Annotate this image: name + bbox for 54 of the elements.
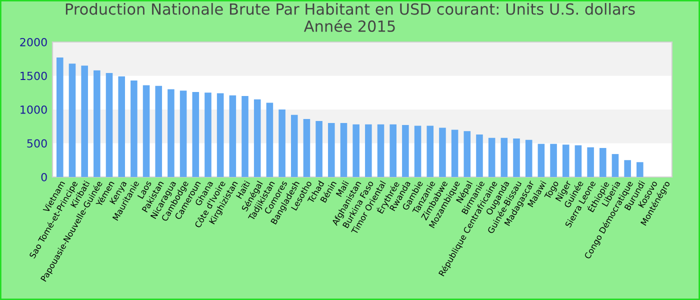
- bar: [303, 118, 310, 177]
- bar: [56, 58, 64, 177]
- bar: [266, 102, 274, 177]
- bar: [278, 110, 286, 177]
- bar: [402, 125, 409, 177]
- bar: [500, 138, 508, 177]
- y-tick-label: 2000: [20, 38, 47, 46]
- bar: [451, 130, 458, 177]
- bar: [352, 124, 360, 177]
- y-tick-label: 1500: [20, 72, 47, 80]
- bar: [636, 162, 644, 177]
- bar: [142, 85, 150, 177]
- bar: [328, 123, 335, 177]
- bar: [562, 144, 570, 177]
- bar: [464, 131, 471, 177]
- bar: [192, 92, 200, 177]
- y-tick-label: 0: [41, 172, 47, 182]
- bar: [68, 64, 76, 177]
- bar: [204, 92, 212, 177]
- bar: [180, 90, 187, 177]
- bar: [488, 138, 496, 177]
- bar: [254, 99, 261, 177]
- bar: [624, 160, 631, 177]
- bar: [365, 124, 372, 177]
- bar: [574, 145, 582, 177]
- bar: [340, 123, 348, 177]
- bar: [439, 128, 446, 177]
- y-tick-label: 500: [27, 139, 47, 148]
- bar: [538, 144, 545, 177]
- bar: [168, 89, 174, 177]
- bar: [94, 70, 100, 177]
- bar: [229, 95, 236, 177]
- chart-title: Production Nationale Brute Par Habitant en USD courant: Units U.S. dollars Année 2015: [66, 3, 635, 32]
- bar: [587, 147, 594, 177]
- bar: [476, 134, 483, 177]
- bar: [513, 138, 520, 177]
- bar: [550, 144, 557, 177]
- bar: [612, 154, 619, 177]
- bar: [242, 96, 248, 177]
- bar: [118, 76, 125, 177]
- bar: [216, 93, 224, 177]
- bar: [316, 120, 322, 177]
- bar: [81, 66, 88, 177]
- bar: [600, 148, 606, 177]
- bar: [426, 126, 434, 177]
- bar: [377, 124, 384, 177]
- bar: [290, 114, 298, 177]
- bar: [414, 126, 422, 177]
- bar: [106, 73, 113, 177]
- bar: [130, 80, 138, 177]
- bar: [525, 140, 532, 177]
- bar: [390, 124, 396, 177]
- y-tick-label: 1000: [20, 105, 47, 114]
- bar: [155, 86, 162, 177]
